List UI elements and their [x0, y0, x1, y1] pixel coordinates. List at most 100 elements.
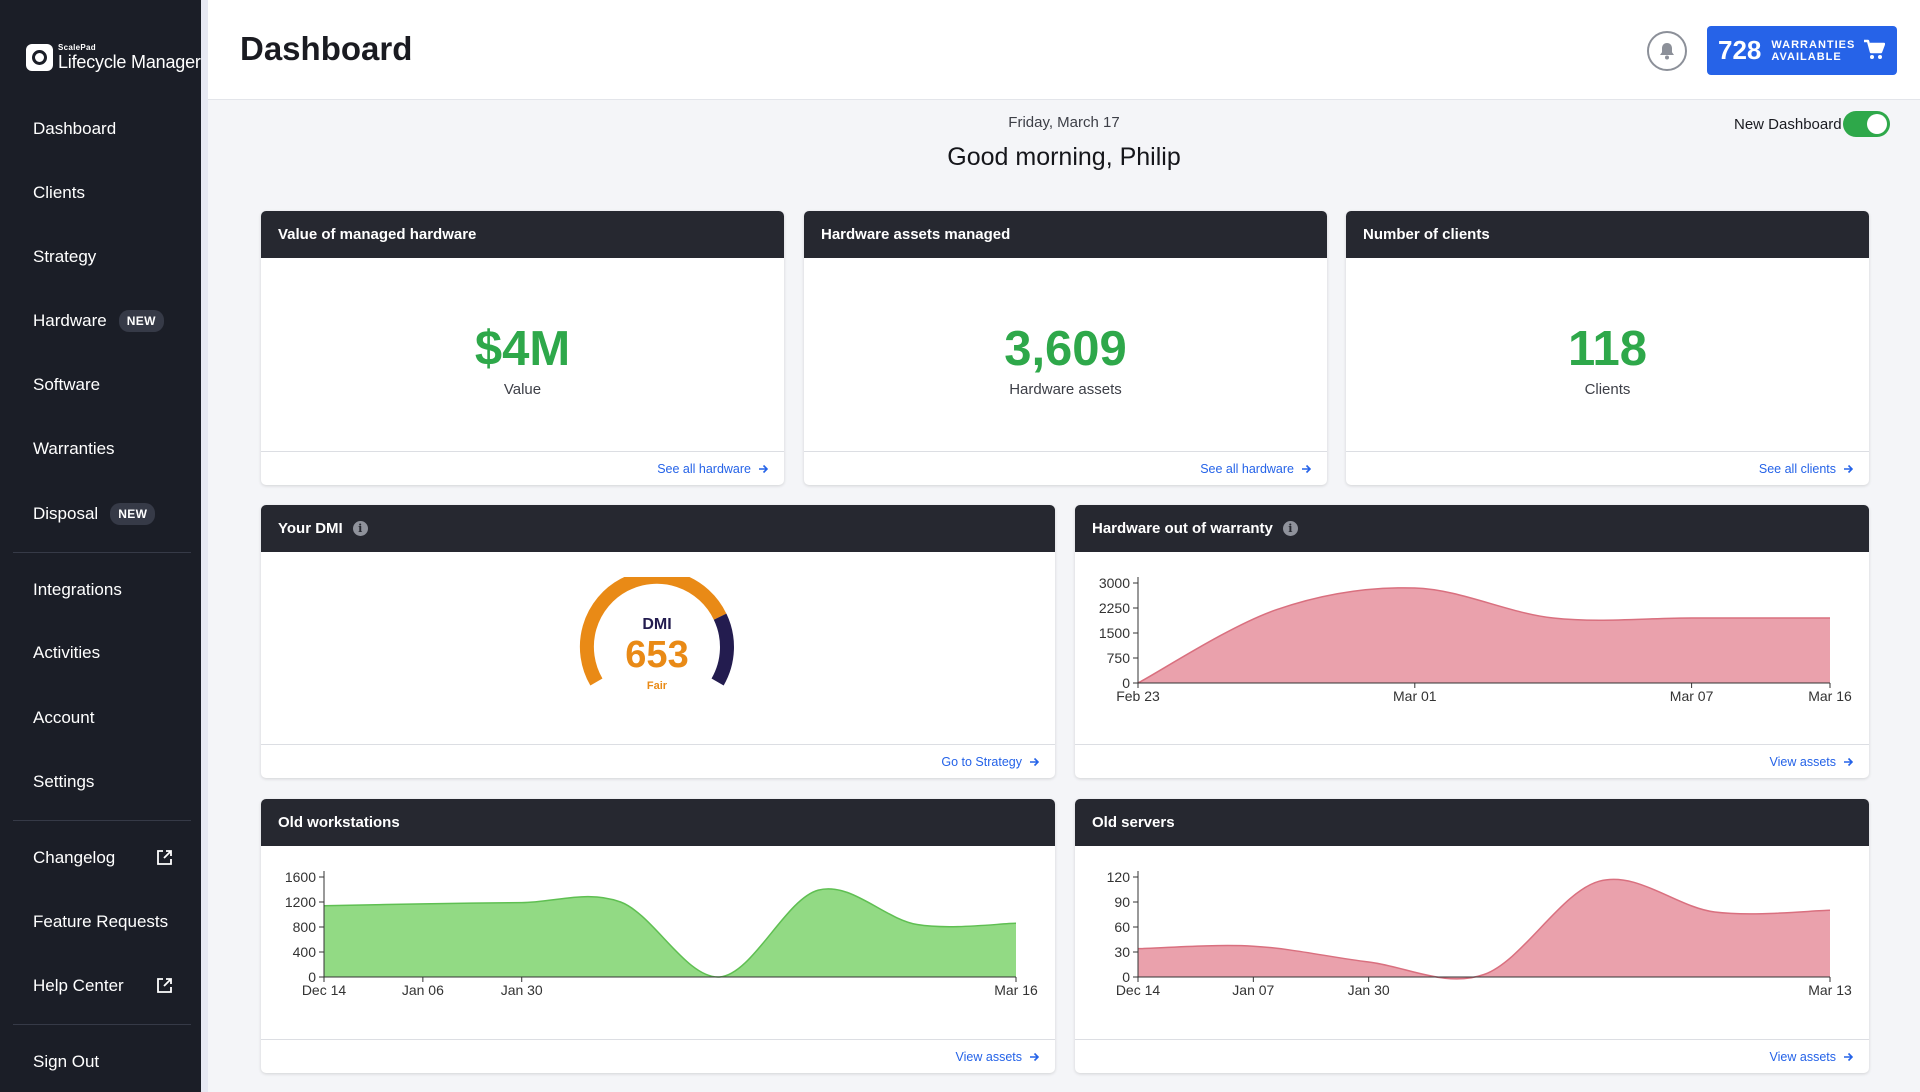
warranty-area-chart: 0 750 1500 2250 3000 Feb 23 Mar 01 Mar 07 Mar 16 [1099, 575, 1852, 702]
arrow-right-icon [1030, 1052, 1039, 1061]
area-fill [324, 888, 1016, 978]
dmi-gauge: DMI 653 Fair [579, 577, 734, 692]
value-card: Value of managed hardware $4M Value See … [261, 211, 784, 485]
sidebar-item-label: Account [33, 708, 95, 727]
x-tick-label: Dec 14 [302, 982, 347, 996]
sidebar-item-label: Activities [33, 643, 101, 662]
sidebar-item-activities[interactable]: Activities [33, 633, 173, 673]
sidebar-item-hardware[interactable]: Hardware NEW [33, 301, 173, 341]
new-dashboard-toggle[interactable] [1843, 111, 1890, 137]
sidebar-item-disposal[interactable]: Disposal NEW [33, 494, 173, 534]
sidebar-item-integrations[interactable]: Integrations [33, 570, 173, 610]
sidebar-item-changelog[interactable]: Changelog [33, 838, 173, 878]
sidebar-item-clients[interactable]: Clients [33, 173, 173, 213]
see-all-clients-link[interactable]: See all clients [1759, 462, 1853, 476]
y-tick-label: 1600 [285, 869, 316, 885]
x-tick-label: Jan 30 [501, 982, 543, 996]
sidebar-item-label: Integrations [33, 580, 122, 599]
sidebar-item-label: Clients [33, 183, 85, 202]
y-tick-label: 3000 [1099, 575, 1130, 591]
old-servers-card: Old servers 0 30 60 90 120 Dec 14 Jan 07 Jan 30… [1075, 799, 1869, 1073]
view-assets-link[interactable]: View assets [1770, 1050, 1853, 1064]
sidebar-item-account[interactable]: Account [33, 698, 173, 738]
sidebar-item-settings[interactable]: Settings [33, 762, 173, 802]
logo-brand: ScalePad [58, 43, 96, 52]
gauge-score-arc [579, 577, 727, 686]
x-tick-label: Jan 30 [1348, 982, 1390, 996]
sidebar-item-label: Dashboard [33, 119, 117, 138]
y-tick-label: 800 [293, 919, 317, 935]
kpi-label: Hardware assets [1009, 381, 1122, 398]
warranties-available-button[interactable]: 728 WARRANTIES AVAILABLE [1707, 26, 1897, 75]
card-title: Old workstations [261, 799, 1055, 846]
x-tick-label: Mar 16 [994, 982, 1038, 996]
new-badge: NEW [110, 503, 156, 525]
kpi-label: Clients [1584, 381, 1631, 398]
x-tick-label: Mar 16 [1808, 688, 1852, 702]
sidebar-item-feature-requests[interactable]: Feature Requests [33, 902, 173, 942]
x-tick-label: Feb 23 [1116, 688, 1160, 702]
sidebar-item-help-center[interactable]: Help Center [33, 966, 173, 1006]
area-fill [1138, 879, 1830, 979]
series-line [1137, 878, 1831, 980]
see-all-hardware-link[interactable]: See all hardware [657, 462, 768, 476]
sidebar-item-label: Settings [33, 772, 95, 791]
info-icon[interactable]: i [352, 521, 368, 536]
info-icon[interactable]: i [1282, 521, 1298, 536]
series-line [323, 888, 1017, 978]
kpi-value: 118 [1567, 322, 1648, 376]
x-tick-label: Mar 13 [1808, 982, 1852, 996]
notifications-button[interactable] [1647, 31, 1687, 71]
gauge-label: DMI [642, 616, 671, 633]
sidebar-item-label: Feature Requests [33, 912, 169, 931]
sidebar-item-label: Sign Out [33, 1052, 100, 1071]
view-assets-link[interactable]: View assets [956, 1050, 1039, 1064]
y-tick-label: 0 [308, 969, 316, 985]
card-title: Value of managed hardware [261, 211, 784, 258]
sidebar-item-warranties[interactable]: Warranties [33, 429, 173, 469]
arrow-right-icon [759, 464, 768, 473]
y-tick-label: 0 [1122, 969, 1130, 985]
sidebar-item-sign-out[interactable]: Sign Out [33, 1042, 173, 1082]
arrow-right-icon [1844, 757, 1853, 766]
logo-product-name: Lifecycle Manager [58, 52, 201, 72]
y-tick-label: 750 [1107, 650, 1131, 666]
kpi-label: Value [503, 381, 542, 398]
sidebar-item-label: Warranties [33, 439, 115, 458]
x-tick-label: Mar 01 [1393, 688, 1437, 702]
card-title-text: Hardware out of warranty [1092, 520, 1273, 537]
go-to-strategy-link[interactable]: Go to Strategy [941, 755, 1039, 769]
view-assets-link[interactable]: View assets [1770, 755, 1853, 769]
card-title: Number of clients [1346, 211, 1869, 258]
sidebar-item-strategy[interactable]: Strategy [33, 237, 173, 277]
x-tick-label: Jan 06 [402, 982, 444, 996]
sidebar-item-label: Disposal [33, 504, 99, 523]
y-tick-label: 0 [1122, 675, 1130, 691]
app-logo[interactable]: ScalePad Lifecycle Manager [26, 44, 201, 71]
card-title: Old servers [1075, 799, 1869, 846]
dmi-card: Your DMI i DMI 653 Fair Go to Strategy [261, 505, 1055, 778]
card-title: Your DMI i [261, 505, 1055, 552]
x-tick-label: Mar 07 [1670, 688, 1714, 702]
sidebar: ScalePad Lifecycle Manager Dashboard Cli… [0, 0, 208, 1092]
sidebar-item-software[interactable]: Software [33, 365, 173, 405]
y-tick-label: 30 [1114, 944, 1130, 960]
external-link-icon [157, 850, 172, 865]
arrow-right-icon [1844, 1052, 1853, 1061]
sidebar-item-label: Help Center [33, 976, 124, 995]
y-tick-label: 400 [293, 944, 317, 960]
y-tick-label: 90 [1114, 894, 1130, 910]
arrow-right-icon [1844, 464, 1853, 473]
bell-icon [1660, 43, 1674, 60]
kpi-value: 3,609 [1004, 322, 1127, 376]
see-all-hardware-link[interactable]: See all hardware [1200, 462, 1311, 476]
clients-card: Number of clients 118 Clients See all cl… [1346, 211, 1869, 485]
sidebar-item-dashboard[interactable]: Dashboard [33, 109, 173, 149]
dmi-score: 653 [625, 634, 688, 676]
hardware-out-of-warranty-card: Hardware out of warranty i 0 750 1500 2250 30… [1075, 505, 1869, 778]
dmi-rating: Fair [647, 680, 668, 692]
series-line [1137, 587, 1830, 684]
arrow-right-icon [1030, 757, 1039, 766]
area-fill [1138, 587, 1830, 683]
warranties-count: 728 [1718, 35, 1762, 65]
